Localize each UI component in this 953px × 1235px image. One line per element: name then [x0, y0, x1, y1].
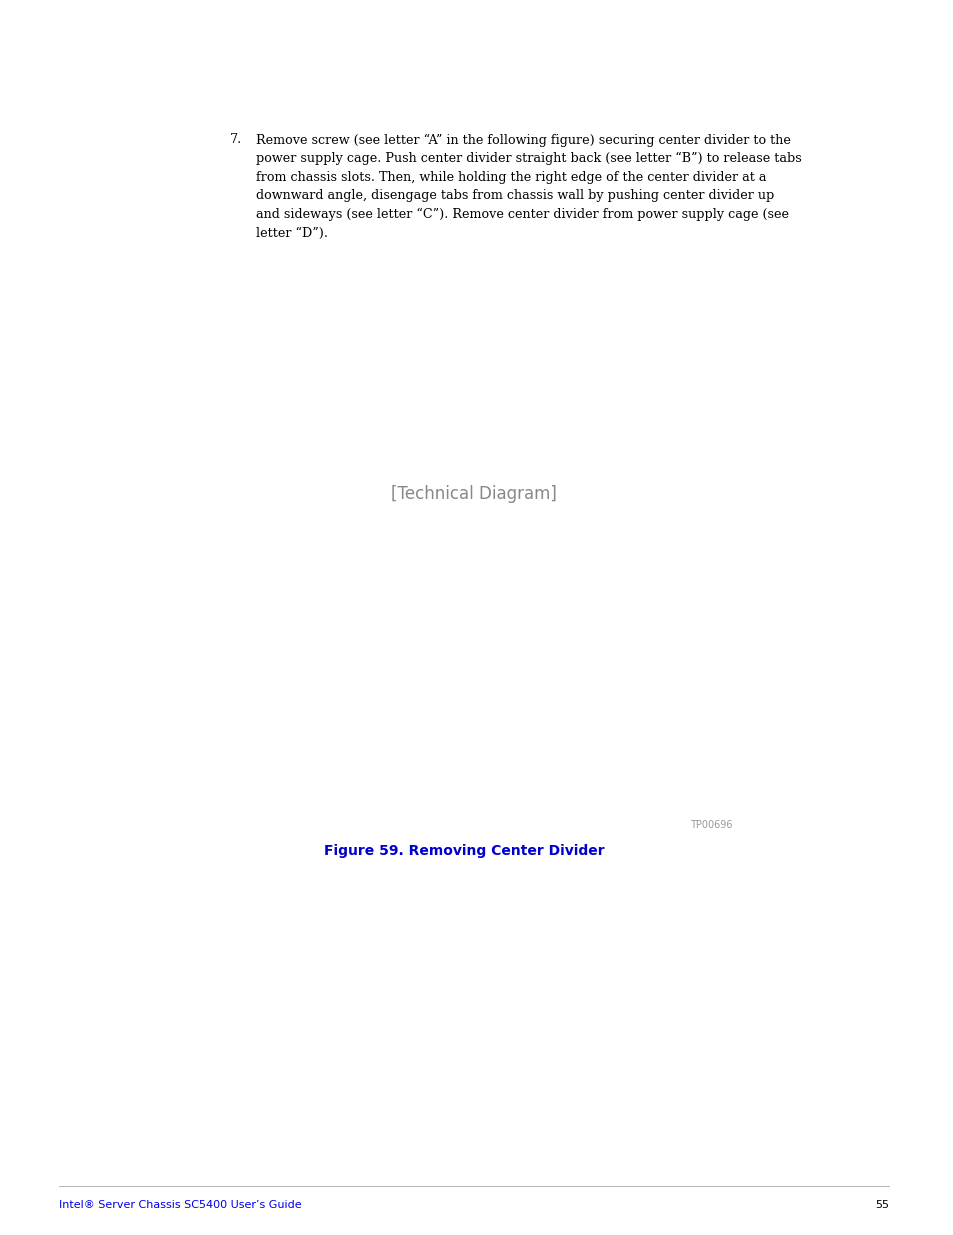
Text: 7.: 7.	[229, 133, 241, 147]
Text: Figure 59. Removing Center Divider: Figure 59. Removing Center Divider	[324, 844, 604, 857]
Text: Intel® Server Chassis SC5400 User’s Guide: Intel® Server Chassis SC5400 User’s Guid…	[59, 1200, 301, 1210]
Text: TP00696: TP00696	[689, 820, 732, 830]
Text: Remove screw (see letter “A” in the following figure) securing center divider to: Remove screw (see letter “A” in the foll…	[255, 133, 801, 240]
Text: 55: 55	[874, 1200, 888, 1210]
Text: [Technical Diagram]: [Technical Diagram]	[391, 485, 557, 503]
